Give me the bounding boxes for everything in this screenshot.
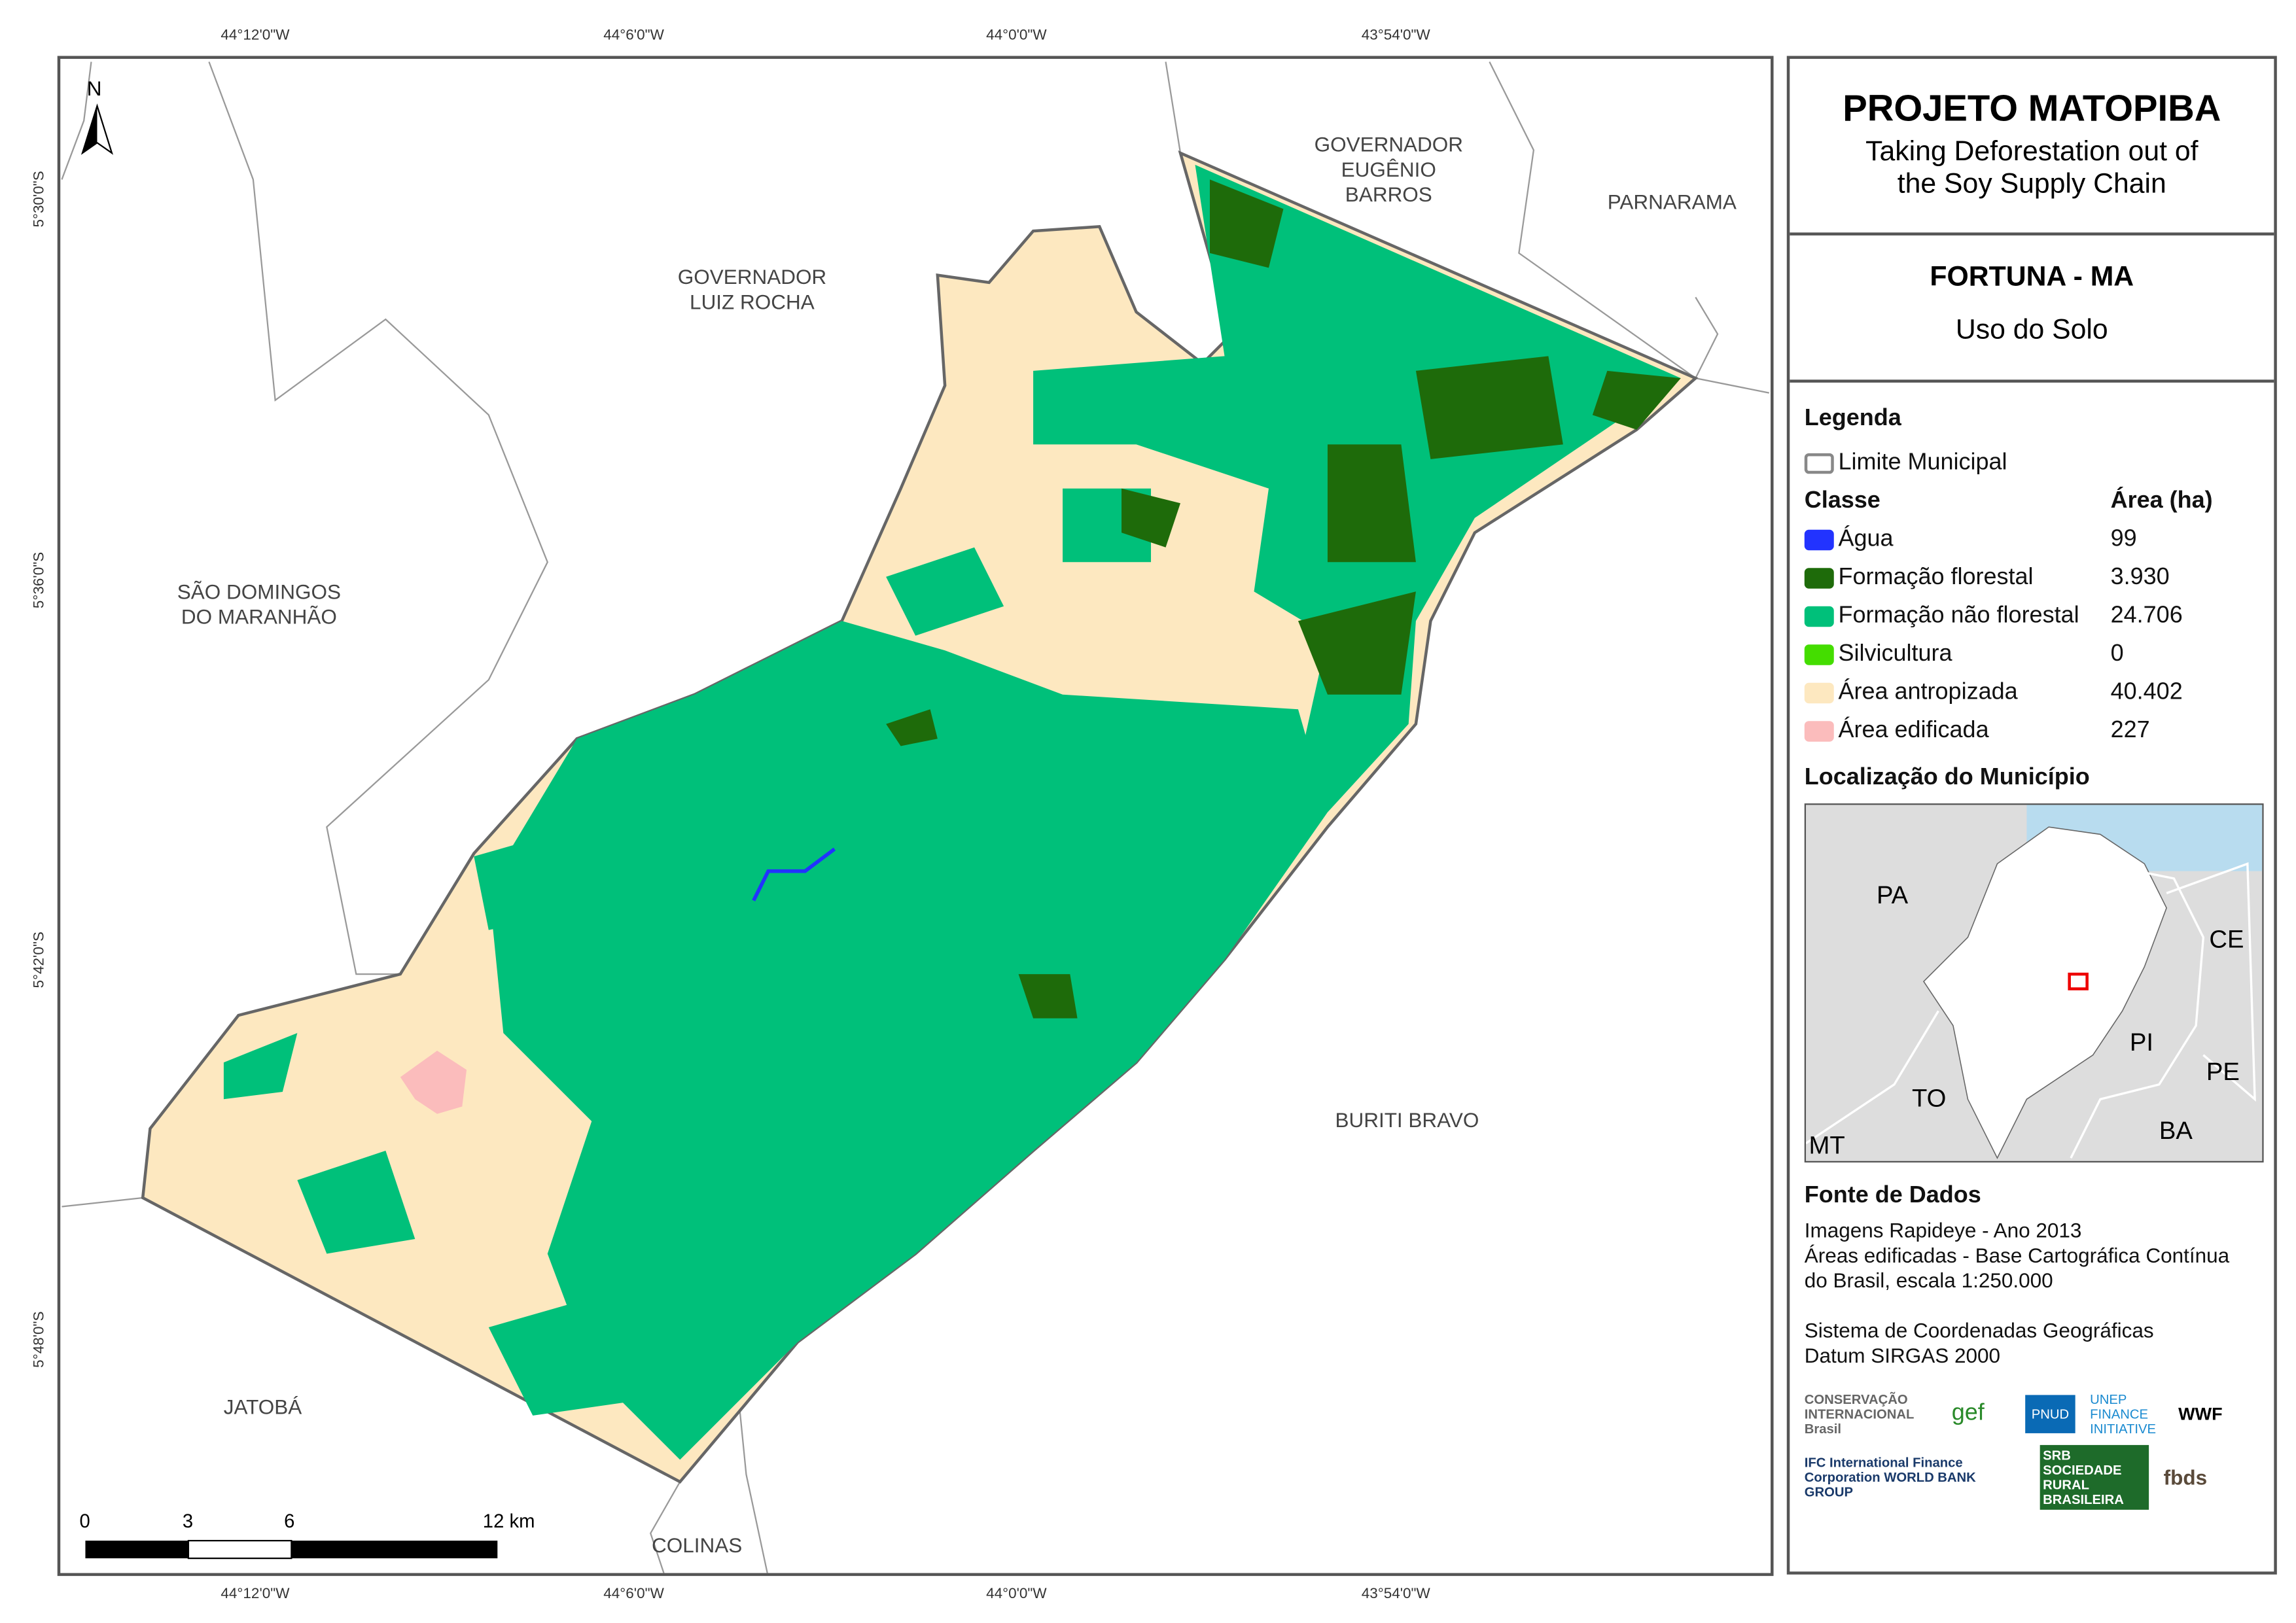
logo-wwf: WWF xyxy=(2178,1403,2223,1425)
area-header: Área (ha) xyxy=(2110,488,2213,514)
coord-top-1: 44°12'0"W xyxy=(221,27,290,44)
scale-label-0: 0 xyxy=(79,1509,90,1532)
inset-label-pe: PE xyxy=(2206,1058,2240,1087)
class-area: 227 xyxy=(2110,718,2150,743)
location-title: Localização do Município xyxy=(1804,765,2090,790)
inset-label-pa: PA xyxy=(1876,881,1909,910)
class-name: Formação não florestal xyxy=(1838,603,2079,629)
class-swatch xyxy=(1804,529,1834,551)
label-jatoba: JATOBÁ xyxy=(223,1395,302,1419)
class-swatch xyxy=(1804,721,1834,742)
class-area: 3.930 xyxy=(2110,565,2170,591)
coord-left-3: 5°42'0"S xyxy=(31,932,48,988)
map-canvas xyxy=(61,61,1769,1573)
coord-left-4: 5°48'0"S xyxy=(31,1311,48,1368)
label-gov-eugenio: GOVERNADOR EUGÊNIO BARROS xyxy=(1314,132,1464,206)
label-buriti-bravo: BURITI BRAVO xyxy=(1335,1108,1479,1132)
class-header: Classe xyxy=(1804,488,1881,514)
forest-patches xyxy=(886,179,1681,1019)
info-panel: PROJETO MATOPIBA Taking Deforestation ou… xyxy=(1786,56,2277,1575)
legend-item: Área edificada 227 xyxy=(1804,712,2274,750)
project-title: PROJETO MATOPIBA xyxy=(1843,88,2221,130)
class-name: Área edificada xyxy=(1838,718,1989,743)
inset-label-mt: MT xyxy=(1809,1131,1845,1160)
class-name: Água xyxy=(1838,527,1894,552)
logo-ci: CONSERVAÇÃO INTERNACIONAL Brasil xyxy=(1804,1391,1914,1437)
legend-title: Legenda xyxy=(1804,406,1901,432)
subtitle-2: the Soy Supply Chain xyxy=(1897,169,2166,200)
legend-header: Classe Área (ha) xyxy=(1805,483,2274,521)
legend-item: Água 99 xyxy=(1804,521,2274,559)
municipality-locator xyxy=(2068,972,2089,990)
coord-left-1: 5°30'0"S xyxy=(31,171,48,228)
inset-label-to: TO xyxy=(1911,1084,1947,1113)
inset-label-ba: BA xyxy=(2159,1117,2193,1145)
scale-bar xyxy=(85,1539,498,1560)
class-swatch xyxy=(1804,606,1834,627)
label-sao-domingos: SÃO DOMINGOS DO MARANHÃO xyxy=(177,580,341,629)
coord-top-3: 44°0'0"W xyxy=(986,27,1047,44)
class-swatch xyxy=(1804,568,1834,589)
municipality-block: FORTUNA - MA Uso do Solo xyxy=(1790,236,2274,383)
boundary-label: Limite Municipal xyxy=(1838,450,2007,476)
logo-ifc: IFC International Finance Corporation WO… xyxy=(1804,1455,1976,1500)
sources-title: Fonte de Dados xyxy=(1804,1183,1981,1208)
legend-item: Silvicultura 0 xyxy=(1804,636,2274,674)
title-block: PROJETO MATOPIBA Taking Deforestation ou… xyxy=(1790,59,2274,236)
class-area: 0 xyxy=(2110,641,2124,667)
sources-text: Imagens Rapideye - Ano 2013 Áreas edifica… xyxy=(1804,1218,2230,1367)
inset-label-pi: PI xyxy=(2129,1028,2154,1057)
inset-map: PA CE PI PE TO BA MT xyxy=(1804,803,2264,1163)
logo-fbds: fbds xyxy=(2163,1465,2208,1490)
subtitle-1: Taking Deforestation out of xyxy=(1865,137,2199,168)
coord-top-2: 44°6'0"W xyxy=(603,27,664,44)
inset-label-ce: CE xyxy=(2209,925,2244,954)
boundary-swatch xyxy=(1804,453,1834,474)
class-area: 24.706 xyxy=(2110,603,2183,629)
logo-pnud: PNUD xyxy=(2025,1395,2075,1433)
class-name: Silvicultura xyxy=(1838,641,1952,667)
class-name: Formação florestal xyxy=(1838,565,2034,591)
water-feature xyxy=(752,847,836,901)
coord-top-4: 43°54'0"W xyxy=(1361,27,1430,44)
logo-unep: UNEP FINANCE INITIATIVE xyxy=(2090,1391,2157,1437)
neighbor-boundaries xyxy=(61,61,1769,1573)
label-gov-luiz: GOVERNADOR LUIZ ROCHA xyxy=(677,264,827,314)
coord-bottom-3: 44°0'0"W xyxy=(986,1586,1047,1603)
coord-bottom-2: 44°6'0"W xyxy=(603,1586,664,1603)
logo-gef: gef xyxy=(1951,1401,1985,1426)
scale-label-3: 3 xyxy=(182,1509,194,1532)
logo-srb: SRB SOCIEDADE RURAL BRASILEIRA xyxy=(2040,1444,2149,1510)
legend-item: Formação florestal 3.930 xyxy=(1804,559,2274,597)
theme-title: Uso do Solo xyxy=(1955,315,2108,346)
scale-label-12: 12 km xyxy=(482,1509,535,1532)
legend-boundary: Limite Municipal xyxy=(1804,444,2274,482)
map-frame: N GOVERNADOR EUGÊNIO BARROS PARNARAMA GOVE… xyxy=(57,56,1774,1577)
north-label: N xyxy=(86,76,102,100)
partner-logos: CONSERVAÇÃO INTERNACIONAL Brasil gef PNU… xyxy=(1805,1392,2261,1510)
municipality-title: FORTUNA - MA xyxy=(1930,262,2134,293)
class-name: Área antropizada xyxy=(1838,680,2018,705)
scale-label-6: 6 xyxy=(284,1509,295,1532)
coord-bottom-1: 44°12'0"W xyxy=(221,1586,290,1603)
north-arrow xyxy=(80,103,114,155)
class-area: 99 xyxy=(2110,527,2137,552)
coord-left-2: 5°36'0"S xyxy=(31,551,48,609)
class-swatch xyxy=(1804,644,1834,665)
class-swatch xyxy=(1804,682,1834,704)
label-colinas: COLINAS xyxy=(651,1533,743,1557)
legend-item: Área antropizada 40.402 xyxy=(1804,674,2274,712)
built-area xyxy=(400,1051,467,1114)
class-area: 40.402 xyxy=(2110,680,2183,705)
coord-bottom-4: 43°54'0"W xyxy=(1361,1586,1430,1603)
label-parnarama: PARNARAMA xyxy=(1607,190,1737,214)
legend-item: Formação não florestal 24.706 xyxy=(1804,597,2274,635)
